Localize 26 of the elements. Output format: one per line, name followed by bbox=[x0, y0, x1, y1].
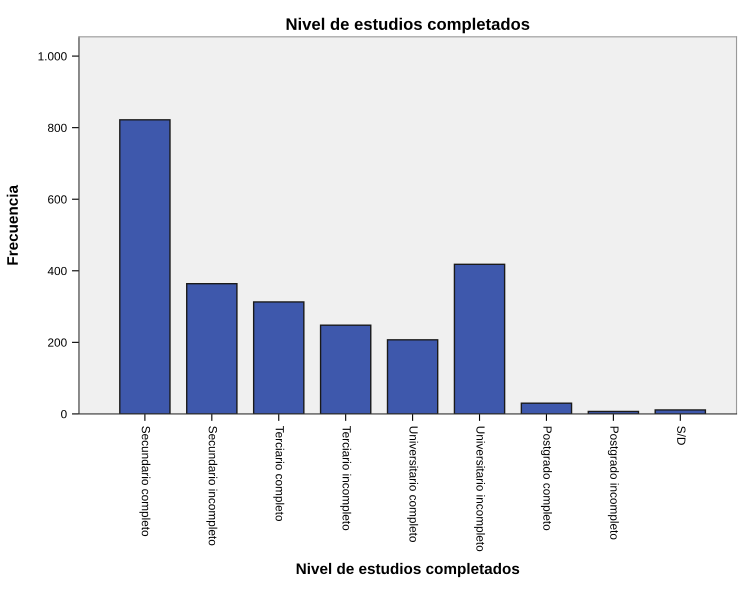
x-tick-label: Secundario completo bbox=[139, 426, 150, 536]
x-tick-label: Universitario completo bbox=[407, 426, 418, 542]
y-tick-label: 800 bbox=[48, 124, 67, 132]
bar bbox=[454, 264, 506, 414]
x-tick-label: Postgrado incompleto bbox=[608, 426, 619, 540]
x-tick-label: S/D bbox=[677, 426, 686, 445]
bar bbox=[119, 119, 171, 414]
y-axis-title: Frecuencia bbox=[6, 184, 18, 265]
y-tick-label: 1.000 bbox=[38, 52, 67, 60]
x-tick-label: Terciario completo bbox=[273, 426, 284, 522]
y-tick-label: 200 bbox=[48, 338, 67, 347]
y-tick-label: 600 bbox=[48, 195, 67, 204]
bar bbox=[252, 301, 305, 414]
y-tick-label: 0 bbox=[61, 410, 67, 418]
x-tick-label: Terciario incompleto bbox=[340, 426, 352, 530]
x-axis-title: Nivel de estudios completados bbox=[296, 562, 520, 578]
chart-title: Nivel de estudios completados bbox=[286, 18, 530, 34]
bar bbox=[588, 410, 640, 414]
x-tick-label: Universitario incompleto bbox=[474, 426, 486, 552]
y-tick-label: 400 bbox=[48, 266, 67, 276]
x-tick-label: Secundario incompleto bbox=[206, 426, 218, 546]
bar bbox=[320, 324, 372, 414]
bar bbox=[386, 339, 438, 414]
bar bbox=[520, 402, 572, 414]
bar bbox=[186, 282, 238, 414]
x-tick-label: Postgrado completo bbox=[540, 426, 552, 530]
